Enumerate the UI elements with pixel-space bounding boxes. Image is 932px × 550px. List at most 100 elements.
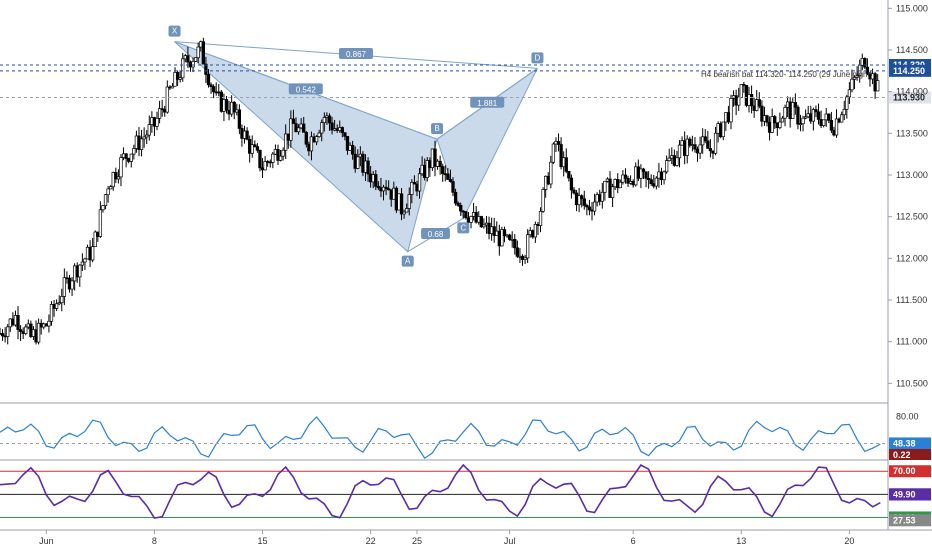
candle xyxy=(479,215,483,228)
pattern-point-bg xyxy=(457,222,470,234)
candle xyxy=(531,229,535,239)
candle xyxy=(407,187,411,216)
candle xyxy=(219,89,224,113)
bat-pattern xyxy=(174,41,538,253)
candle xyxy=(634,162,638,187)
candle-body xyxy=(34,329,38,343)
candle xyxy=(731,90,736,107)
candle xyxy=(343,132,347,141)
candle xyxy=(600,182,604,209)
candle xyxy=(232,100,236,120)
candle-body xyxy=(335,128,339,131)
candle-body xyxy=(834,118,839,136)
candle xyxy=(237,104,242,135)
candle-body xyxy=(788,101,792,119)
candle xyxy=(54,299,59,312)
candle-body xyxy=(266,161,270,163)
candle xyxy=(551,142,556,165)
candle xyxy=(322,112,326,132)
candle-body xyxy=(659,171,664,181)
candle-body xyxy=(793,102,797,108)
candle xyxy=(209,82,213,94)
candle xyxy=(152,116,157,136)
candle xyxy=(719,121,723,139)
candle xyxy=(646,171,651,189)
price-level-bg xyxy=(889,91,931,104)
candle xyxy=(405,203,409,213)
pattern-triangle-bcd xyxy=(436,67,538,220)
candle-body xyxy=(284,133,288,151)
candle xyxy=(806,105,810,119)
pattern-point-a: A xyxy=(401,255,414,267)
candle xyxy=(742,81,746,93)
candle-body xyxy=(129,153,133,162)
candle-body xyxy=(98,209,103,237)
candle xyxy=(721,121,725,141)
candle xyxy=(91,237,95,263)
candle xyxy=(873,71,877,99)
candle-body xyxy=(361,153,365,173)
candle xyxy=(16,306,20,340)
candle-body xyxy=(489,226,494,234)
time-tick-label: Jun xyxy=(39,536,54,546)
candle-body xyxy=(366,160,370,175)
candle xyxy=(541,187,545,213)
candle xyxy=(116,169,121,184)
candle-body xyxy=(145,134,149,138)
candle-body xyxy=(412,181,417,185)
pattern-point-text: C xyxy=(460,223,466,232)
candle xyxy=(523,254,527,264)
candle xyxy=(489,217,494,241)
candle xyxy=(464,210,468,220)
candle xyxy=(266,159,270,167)
candle xyxy=(860,53,864,71)
candle-body xyxy=(358,153,362,158)
candle-body xyxy=(371,174,375,183)
candle-body xyxy=(204,63,208,75)
candle xyxy=(163,105,167,117)
candle-body xyxy=(54,303,59,309)
candle xyxy=(142,127,146,148)
candle-body xyxy=(304,131,308,145)
candle xyxy=(592,193,597,216)
candle-body xyxy=(389,189,393,200)
candle-body xyxy=(157,108,162,119)
candle-body xyxy=(325,115,329,118)
candle-body xyxy=(646,177,651,180)
candle-body xyxy=(299,123,303,129)
candle xyxy=(829,111,834,134)
candle-body xyxy=(495,230,499,236)
candle-body xyxy=(368,173,373,183)
candle-body xyxy=(165,86,169,113)
candle-body xyxy=(376,185,381,189)
candle-body xyxy=(855,75,859,78)
candle-body xyxy=(556,141,561,145)
candle-body xyxy=(356,156,360,169)
candle xyxy=(487,216,491,240)
candle-body xyxy=(541,189,545,212)
candle-body xyxy=(381,186,386,192)
candle xyxy=(783,104,787,127)
candle-body xyxy=(829,120,834,131)
candle xyxy=(150,111,154,133)
oscillator-1-tick: 80.00 xyxy=(896,412,919,422)
candle xyxy=(271,151,275,169)
candle-body xyxy=(528,230,532,236)
candle-body xyxy=(314,136,319,143)
candle-body xyxy=(211,86,216,93)
candle-body xyxy=(399,193,404,215)
candle xyxy=(70,276,74,296)
candle-body xyxy=(47,320,51,327)
candle-body xyxy=(57,302,61,305)
candle xyxy=(587,199,592,216)
candle xyxy=(809,105,813,124)
candle xyxy=(230,95,234,117)
candle-body xyxy=(500,229,504,247)
candle xyxy=(206,69,211,88)
price-tick-label: 115.000 xyxy=(896,3,928,13)
candle xyxy=(603,180,607,201)
pattern-markers: 0.542 0.867 1.881 0.68 X A B C D xyxy=(168,25,544,267)
pattern-point-b: B xyxy=(431,123,444,135)
